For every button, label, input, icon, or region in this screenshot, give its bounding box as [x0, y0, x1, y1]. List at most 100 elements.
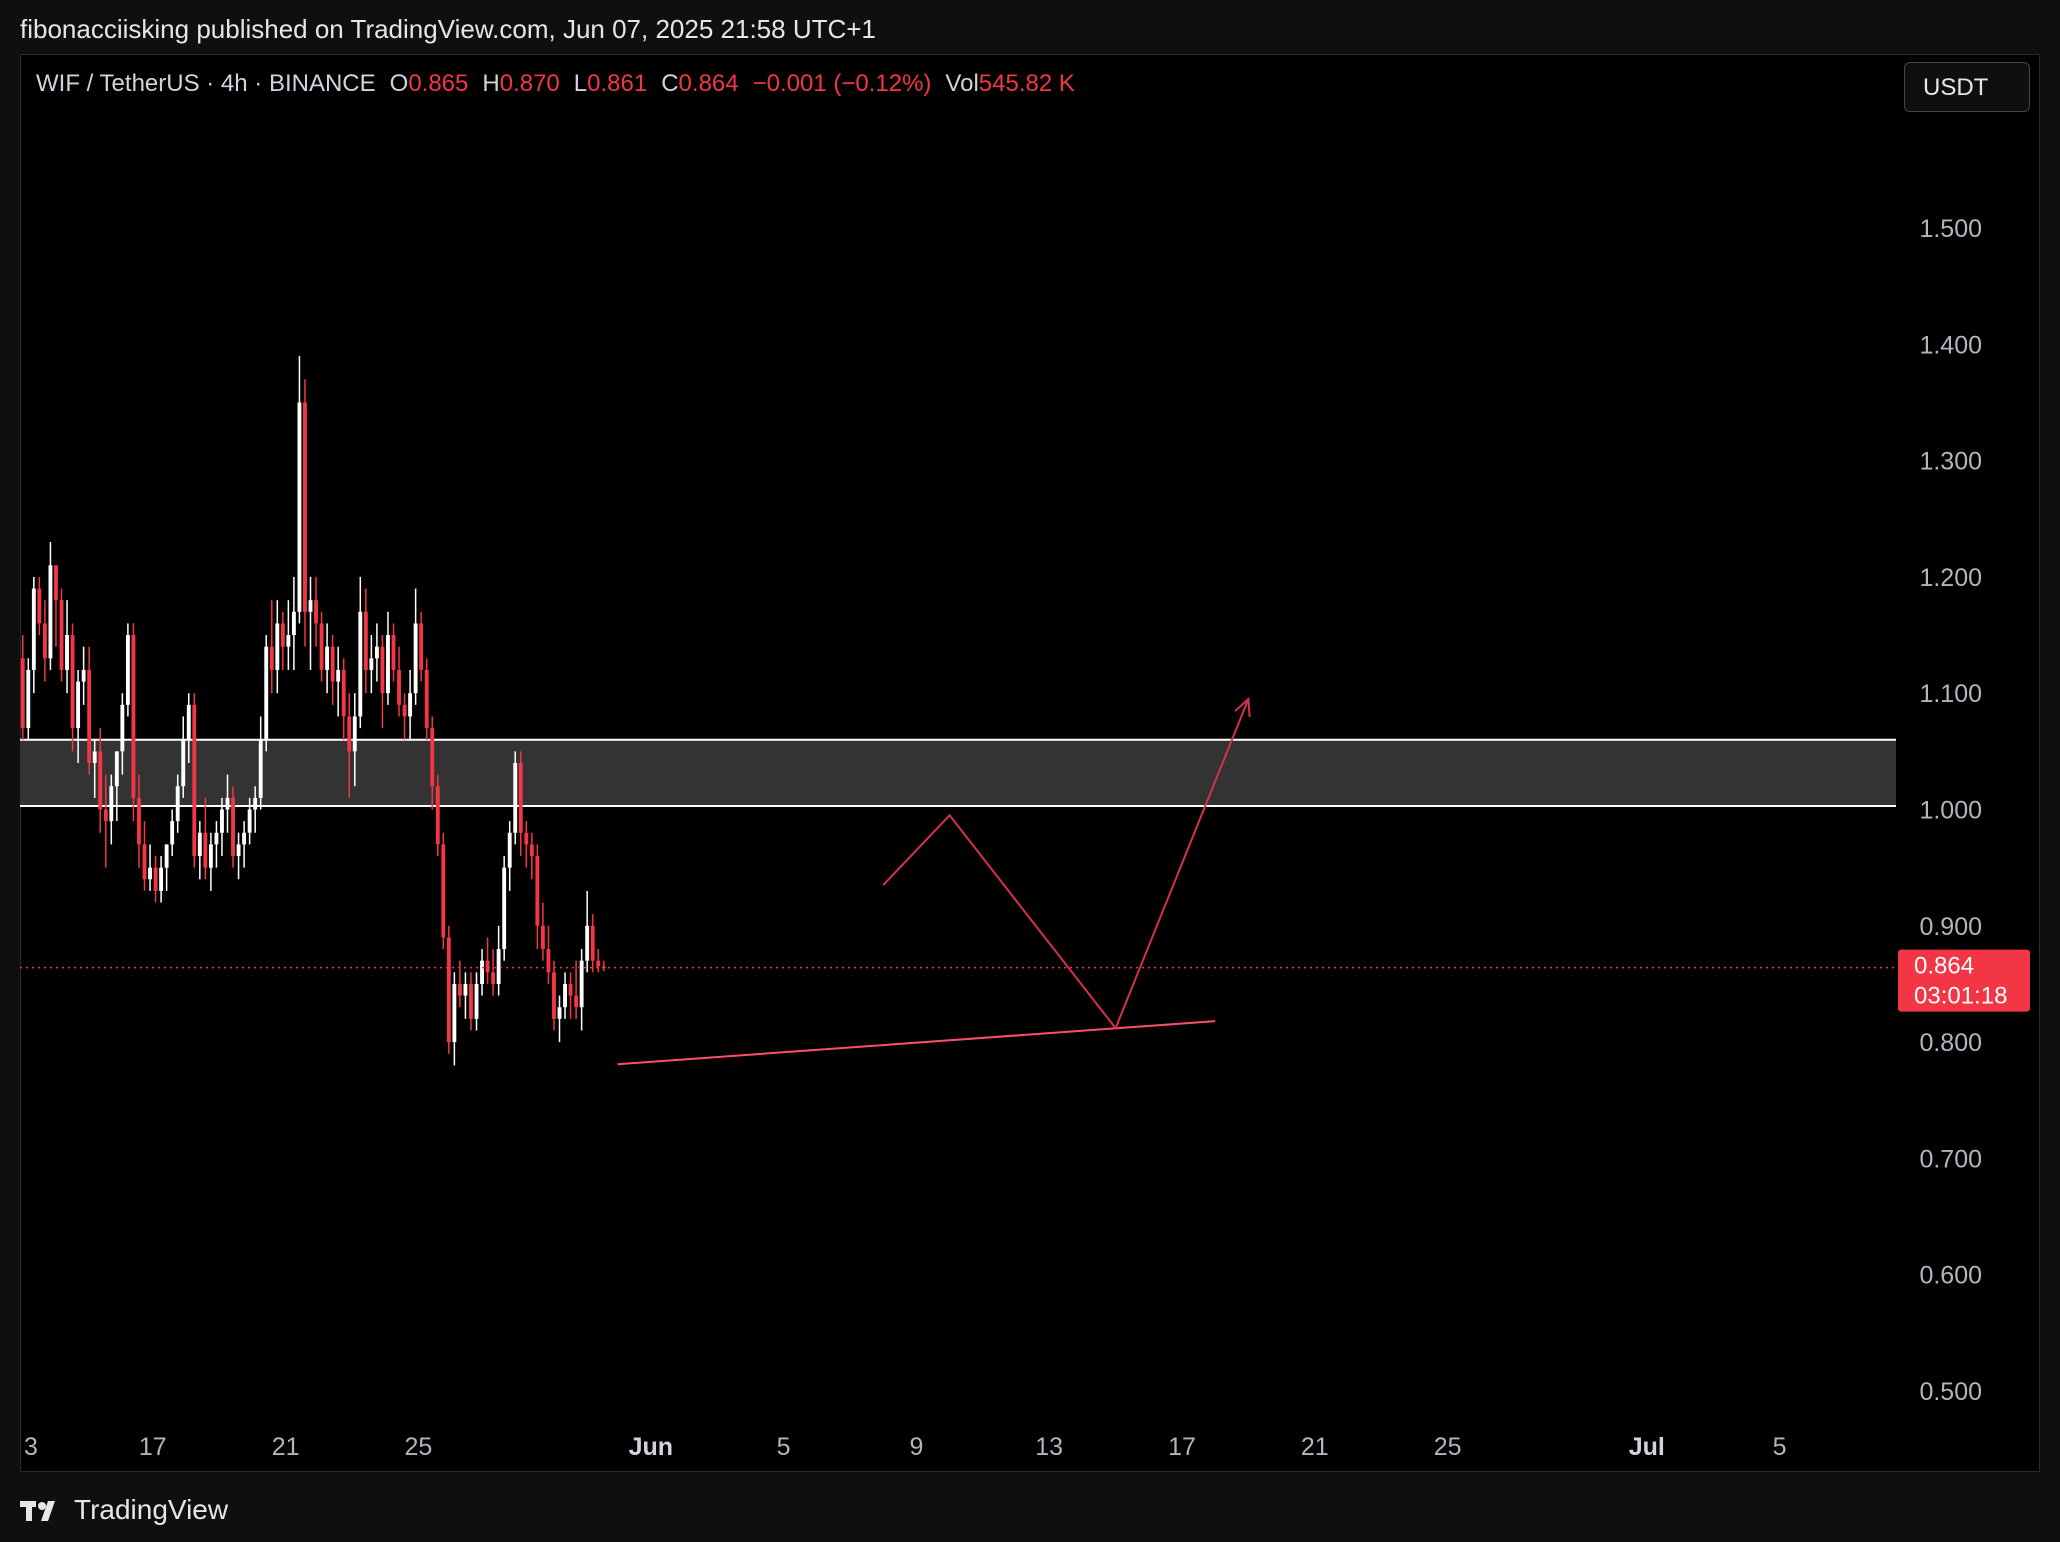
candle-body [314, 600, 318, 624]
candle-body [37, 588, 42, 624]
candle-body [258, 739, 263, 798]
candle-body [424, 669, 429, 729]
candle-body [186, 704, 191, 740]
candle-body [81, 669, 86, 682]
candle-body [419, 623, 424, 670]
candle-body [330, 646, 335, 682]
candle-body [153, 867, 158, 891]
candle-body [109, 786, 114, 822]
candle-body [319, 623, 324, 670]
legend-symbol: WIF / TetherUS · 4h · BINANCE [36, 70, 376, 97]
y-tick-label: 0.700 [1919, 1145, 1982, 1173]
candle-body [170, 821, 175, 845]
candle-body [125, 635, 130, 705]
candle-body [303, 402, 307, 612]
y-tick-label: 1.200 [1919, 564, 1982, 592]
publish-line: fibonacciisking published on TradingView… [20, 14, 876, 44]
y-tick-label: 1.000 [1919, 797, 1982, 825]
candle-body [70, 635, 75, 729]
candle-body [48, 565, 53, 659]
candle-body [391, 635, 396, 670]
x-tick-label: 13 [1035, 1433, 1063, 1461]
candle-body [568, 983, 573, 996]
candle-body [552, 972, 556, 1019]
legend-high-label: H [482, 70, 500, 97]
footer-brand-text: TradingView [74, 1494, 229, 1525]
last-price-countdown: 03:01:18 [1914, 983, 2007, 1010]
candle-body [197, 832, 202, 857]
candle-body [220, 809, 224, 833]
candle-body [148, 867, 152, 880]
candle-body [457, 983, 462, 996]
candle-body [397, 669, 401, 705]
candle-body [474, 983, 479, 1019]
candle-body [513, 762, 518, 833]
candle-body [203, 832, 208, 868]
candle-body [164, 844, 169, 868]
currency-button[interactable]: USDT [1904, 62, 2030, 112]
candle-body [297, 402, 302, 612]
candle-body [358, 611, 363, 717]
candle-body [137, 797, 141, 845]
candle-body [341, 669, 346, 717]
candle-body [42, 623, 47, 659]
candle-body [214, 832, 219, 845]
candle-body [563, 983, 567, 1008]
candle-body [590, 925, 595, 961]
legend-open-value: 0.865 [408, 70, 469, 97]
legend-high-value: 0.870 [499, 70, 560, 97]
candle-body [308, 600, 313, 612]
candle-body [518, 762, 523, 833]
candle-body [435, 786, 440, 845]
candle-body [546, 949, 551, 973]
candle-body [413, 623, 418, 694]
candle-body [208, 844, 213, 868]
candle-body [491, 972, 496, 984]
x-tick-label: 5 [777, 1433, 791, 1461]
legend-open-label: O [389, 70, 409, 97]
candle-body [236, 844, 241, 857]
y-tick-label: 0.900 [1919, 913, 1982, 941]
candle-body [120, 704, 125, 752]
candle-body [280, 623, 285, 647]
candle-body [264, 646, 269, 740]
projection-path [882, 698, 1250, 1031]
candle-body [529, 844, 534, 857]
candle-body [386, 635, 390, 694]
x-tick-label: 17 [139, 1433, 167, 1461]
candle-body [452, 983, 457, 1043]
candle-body [31, 588, 36, 670]
candle-body [408, 693, 413, 717]
candle-body [535, 856, 540, 926]
candle-body [159, 867, 164, 891]
y-tick-label: 1.400 [1919, 331, 1982, 359]
candle-body [363, 611, 368, 670]
legend-close-value: 0.864 [678, 70, 739, 97]
candle-body [87, 669, 92, 763]
candle-body [275, 623, 280, 670]
candle-body [242, 832, 247, 845]
last-price-badge [1898, 949, 2030, 1012]
candle-body [192, 704, 197, 857]
last-price-value: 0.864 [1914, 953, 1974, 980]
candle-body [98, 751, 103, 810]
candle-body [540, 925, 545, 950]
candle-body [54, 565, 58, 601]
candle-body [579, 960, 584, 1008]
support-trendline [617, 1020, 1216, 1066]
candle-body [557, 1007, 562, 1019]
candle-body [225, 797, 230, 810]
y-tick-label: 1.100 [1919, 680, 1982, 708]
candle-body [496, 949, 501, 984]
candle-body [374, 646, 379, 659]
candle-body [402, 704, 407, 717]
y-tick-label: 0.800 [1919, 1029, 1982, 1057]
candle-body [446, 937, 451, 1043]
candle-body [253, 797, 258, 810]
candle-body [291, 611, 296, 636]
candle-body [131, 635, 136, 798]
candle-body [347, 716, 352, 752]
candle-body [463, 983, 468, 996]
candle-body [76, 681, 81, 729]
